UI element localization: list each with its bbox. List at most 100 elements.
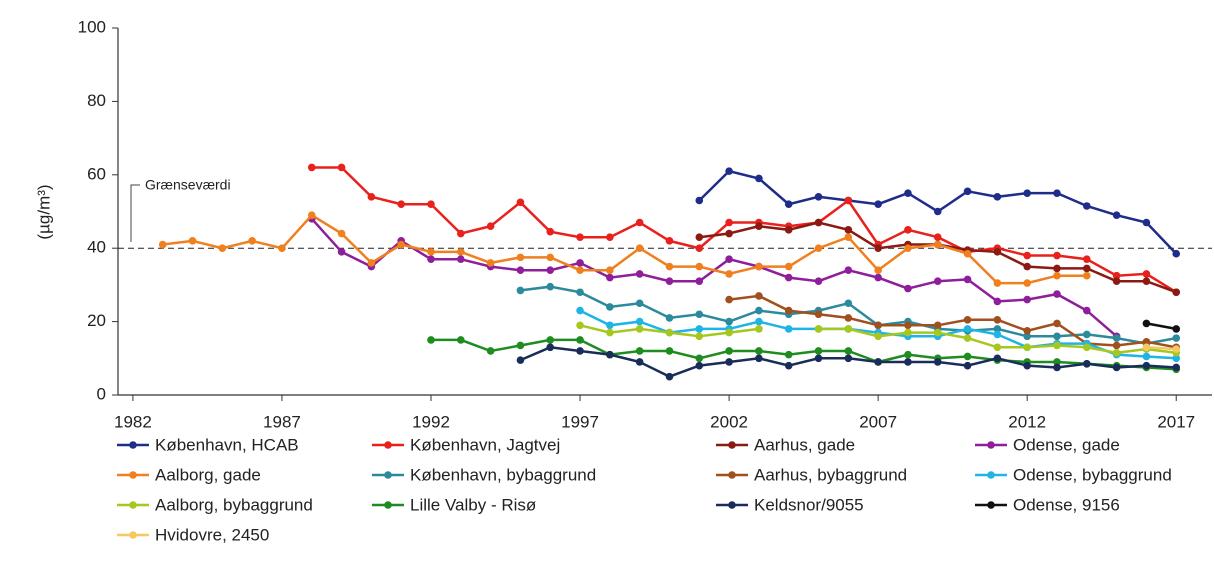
- data-point: [1083, 360, 1091, 368]
- data-point: [516, 266, 525, 275]
- data-point: [1172, 345, 1181, 353]
- y-tick-label: 100: [78, 17, 106, 36]
- x-tick-label: 2017: [1157, 412, 1195, 431]
- data-point: [427, 200, 435, 208]
- series-line: [1146, 346, 1177, 351]
- data-point: [1053, 264, 1061, 273]
- data-point: [158, 240, 167, 249]
- data-point: [188, 237, 197, 245]
- data-point: [1023, 343, 1031, 352]
- data-point: [755, 306, 763, 315]
- data-point: [725, 317, 733, 326]
- x-tick-label: 1992: [412, 412, 450, 431]
- data-point: [904, 189, 912, 197]
- data-point: [725, 229, 733, 238]
- data-point: [1142, 277, 1151, 286]
- data-point: [665, 237, 674, 245]
- data-point: [814, 218, 823, 227]
- data-point: [1142, 361, 1151, 370]
- data-point: [546, 266, 555, 275]
- data-point: [665, 314, 674, 322]
- reference-label: Grænseværdi: [145, 177, 231, 193]
- data-point: [695, 244, 704, 252]
- data-point: [635, 317, 644, 326]
- data-point: [1023, 361, 1031, 370]
- data-point: [963, 249, 972, 258]
- data-point: [993, 354, 1002, 363]
- data-point: [1172, 325, 1181, 333]
- data-point: [695, 277, 704, 286]
- legend-label: Odense, gade: [1013, 435, 1120, 454]
- data-point: [1142, 343, 1151, 352]
- data-point: [784, 226, 793, 234]
- y-tick-label: 0: [97, 384, 106, 403]
- x-tick-label: 2007: [859, 412, 897, 431]
- annotation-bracket: [130, 184, 140, 242]
- legend-label: Lille Valby - Risø: [410, 495, 536, 514]
- data-point: [874, 321, 882, 330]
- legend-label: Keldsnor/9055: [754, 495, 864, 514]
- y-tick-label: 20: [87, 311, 106, 330]
- data-point: [844, 266, 853, 275]
- legend-marker: [384, 471, 392, 479]
- data-point: [963, 275, 972, 284]
- data-point: [725, 167, 733, 175]
- data-point: [725, 295, 733, 304]
- legend-marker: [987, 501, 995, 509]
- legend-marker: [728, 441, 736, 449]
- data-point: [606, 350, 614, 359]
- data-point: [457, 336, 465, 344]
- series-line: [162, 213, 1087, 285]
- legend-marker: [987, 471, 995, 479]
- data-point: [1053, 271, 1061, 280]
- data-point: [516, 341, 525, 350]
- data-point: [814, 347, 823, 355]
- data-point: [814, 193, 823, 201]
- data-point: [576, 321, 584, 330]
- data-point: [904, 321, 912, 330]
- data-point: [755, 317, 763, 326]
- data-point: [933, 321, 942, 330]
- data-point: [576, 266, 584, 275]
- x-tick-label: 1982: [114, 412, 152, 431]
- data-point: [307, 211, 316, 219]
- data-point: [397, 240, 405, 249]
- data-point: [1172, 288, 1181, 297]
- data-point: [695, 196, 704, 205]
- data-point: [307, 163, 316, 172]
- data-point: [844, 314, 853, 322]
- data-point: [1053, 341, 1061, 350]
- data-point: [576, 306, 584, 315]
- data-point: [635, 270, 644, 278]
- data-point: [1112, 348, 1121, 357]
- data-point: [844, 226, 853, 234]
- data-point: [844, 299, 853, 308]
- data-point: [784, 262, 793, 271]
- data-point: [874, 244, 882, 252]
- data-point: [1112, 271, 1121, 280]
- data-point: [963, 187, 972, 196]
- data-point: [1142, 352, 1151, 361]
- data-point: [695, 310, 704, 319]
- data-point: [546, 336, 555, 344]
- data-point: [993, 297, 1002, 306]
- data-point: [755, 325, 763, 333]
- legend-marker: [129, 531, 137, 539]
- data-point: [963, 325, 972, 333]
- data-point: [784, 306, 793, 315]
- x-tick-label: 2012: [1008, 412, 1046, 431]
- legend-label: Aarhus, bybaggrund: [754, 465, 907, 484]
- data-point: [665, 277, 674, 286]
- data-point: [337, 229, 346, 238]
- data-point: [427, 255, 435, 264]
- data-point: [1142, 270, 1151, 278]
- data-point: [665, 328, 674, 337]
- data-point: [814, 244, 823, 252]
- data-point: [874, 332, 882, 341]
- data-point: [665, 262, 674, 271]
- data-point: [606, 273, 614, 282]
- data-point: [516, 198, 525, 207]
- data-point: [1053, 290, 1061, 298]
- legend-label: Odense, bybaggrund: [1013, 465, 1172, 484]
